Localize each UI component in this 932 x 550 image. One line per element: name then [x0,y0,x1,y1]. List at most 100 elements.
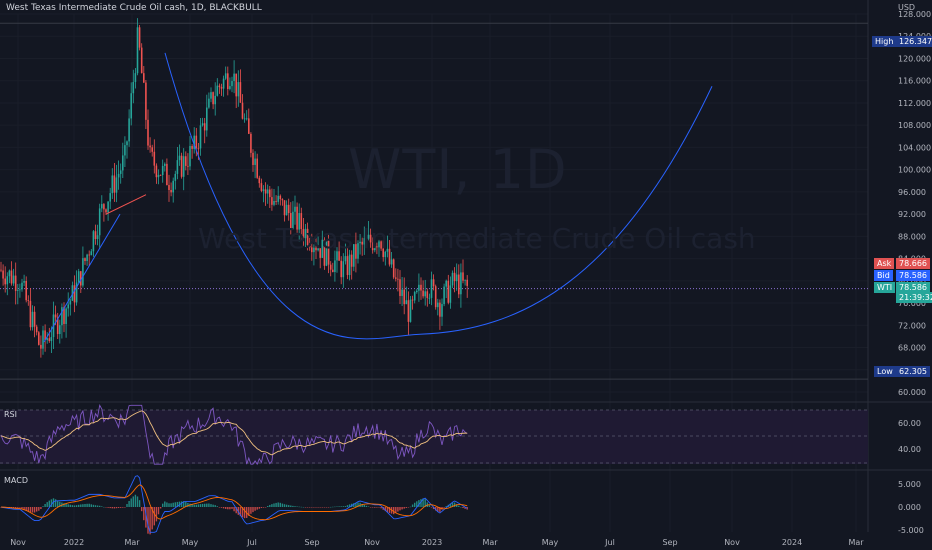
macd-hist-bar [214,505,216,507]
rsi-line [0,403,468,466]
macd-hist-bar [302,506,305,508]
macd-hist-bar [145,507,147,528]
macd-hist-bar [424,499,426,507]
macd-hist-bar [149,507,151,535]
macd-hist-bar [143,507,145,521]
candle-body [153,151,156,166]
candle-body [455,274,458,282]
candle-body [271,197,273,205]
candle-body [69,300,72,305]
macd-hist-bar [260,507,263,508]
macd-hist-bar [262,507,265,508]
candle-body [182,156,185,177]
candle-body [145,82,147,120]
x-tick-label: Mar [482,538,498,547]
candle-body [445,280,447,287]
trend-line [43,213,121,343]
candle-body [424,291,426,297]
candle-body [149,145,151,148]
candle-body [458,274,460,295]
candle-body [109,193,111,202]
candle-body [426,291,429,299]
macd-hist-bar [17,507,19,508]
candle-body [283,200,286,216]
candle-body [327,240,330,265]
y-tick-label: 112.000 [898,99,931,108]
candle-body [29,300,32,328]
macd-hist-bar [218,507,221,508]
candle-body [170,190,172,193]
candle-body [453,272,456,282]
macd-tick-label: 0.000 [898,503,921,512]
macd-hist-bar [449,503,452,507]
macd-hist-bar [334,506,336,508]
macd-hist-bar [23,507,25,510]
candle-body [25,281,27,301]
candle-body [357,243,359,259]
bid-tag-value: 78.586 [896,270,930,281]
candle-body [413,292,416,301]
macd-hist-bar [332,506,334,508]
macd-hist-bar [174,502,176,507]
y-tick-label: 76.000 [898,299,926,308]
y-tick-label: 60.000 [898,388,926,397]
macd-hist-bar [319,507,321,508]
macd-hist-bar [269,504,271,507]
macd-hist-bar [92,504,95,507]
candle-body [77,271,80,283]
macd-hist-bar [19,507,21,508]
macd-hist-bar [201,503,204,507]
macd-hist-bar [180,501,183,507]
chart-title: West Texas Intermediate Crude Oil cash, … [6,3,262,13]
candle-body [115,177,118,193]
candle-body [231,81,233,87]
candle-body [407,300,410,322]
candle-body [212,92,214,105]
x-tick-label: May [182,538,199,547]
ask-tag-label: Ask [874,258,895,269]
watermark-name: West Texas Intermediate Crude Oil cash [198,222,756,255]
candle-body [332,269,334,272]
x-tick-label: Nov [724,538,740,547]
candle-body [195,135,198,149]
macd-hist-bar [84,503,86,507]
candle-body [409,299,412,322]
x-tick-label: Sep [304,538,319,547]
candle-body [437,302,439,308]
candle-body [252,152,254,165]
candle-body [46,338,48,341]
candle-body [23,281,25,283]
macd-hist-bar [191,504,193,507]
candle-body [378,241,380,248]
candle-body [279,195,282,200]
candle-body [174,173,177,181]
macd-hist-bar [126,504,128,507]
candle-body [464,279,466,281]
macd-hist-bar [195,504,197,507]
macd-hist-bar [88,503,90,507]
candle-body [157,174,160,178]
macd-hist-bar [227,507,229,510]
candle-body [460,272,462,295]
macd-hist-bar [52,498,55,507]
candle-body [224,73,227,79]
candle-body [21,282,23,290]
macd-hist-bar [107,507,109,508]
candle-body [422,290,424,297]
candle-body [365,238,368,239]
candle-body [6,276,9,285]
macd-hist-bar [67,504,69,507]
macd-hist-bar [395,507,397,514]
candle-body [298,213,300,230]
macd-hist-bar [71,505,74,507]
candle-body [390,259,393,265]
candle-body [290,213,292,229]
macd-hist-bar [38,507,40,511]
macd-hist-bar [456,504,458,507]
candle-body [363,238,366,245]
macd-hist-bar [323,507,326,508]
candle-body [122,155,124,171]
rsi-band [0,410,868,464]
candle-body [33,311,36,327]
macd-hist-bar [325,507,328,508]
